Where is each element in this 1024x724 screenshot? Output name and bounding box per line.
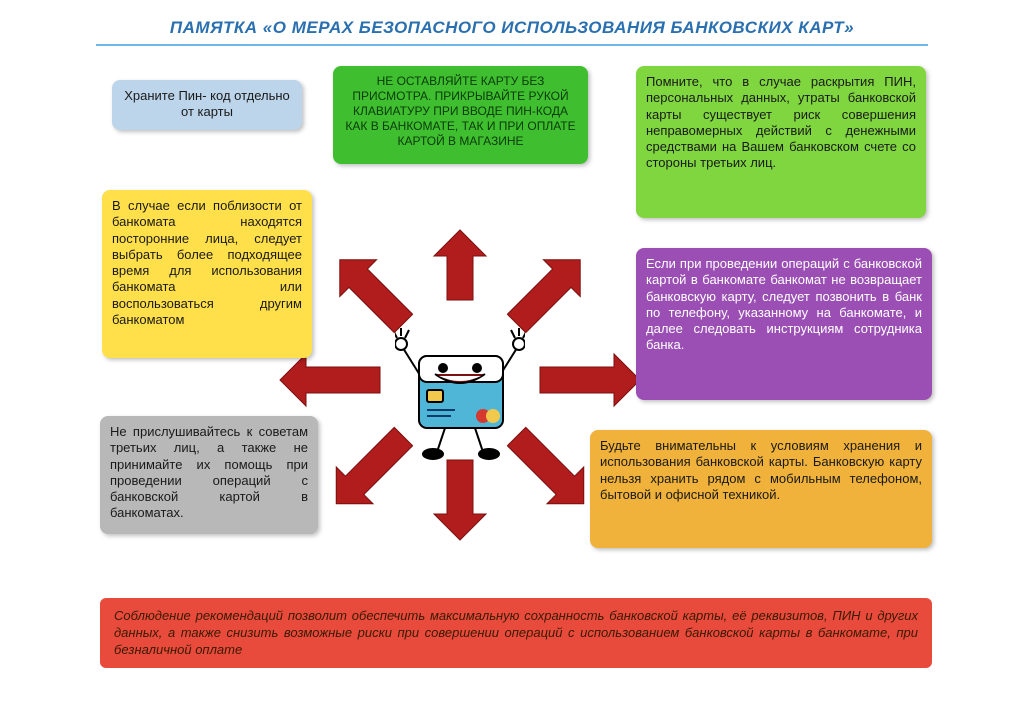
tip-box-cover-keyboard: НЕ ОСТАВЛЯЙТЕ КАРТУ БЕЗ ПРИСМОТРА. ПРИКР… — [333, 66, 588, 164]
tip-box-strangers-nearby: В случае если поблизости от банкомата на… — [102, 190, 312, 358]
tip-box-ignore-advice: Не прислушивайтесь к советам третьих лиц… — [100, 416, 318, 534]
arrow-icon — [540, 354, 640, 406]
arrow-icon — [280, 354, 380, 406]
footer-note: Соблюдение рекомендаций позволит обеспеч… — [100, 598, 932, 668]
card-character-icon — [395, 320, 525, 460]
arrow-icon — [434, 460, 486, 540]
arrow-icon — [434, 230, 486, 300]
tip-box-card-stuck: Если при проведении операций с банковско… — [636, 248, 932, 400]
tip-box-storage-care: Будьте внимательны к условиям хранения и… — [590, 430, 932, 548]
tip-box-pin-separate: Храните Пин- код отдельно от карты — [112, 80, 302, 130]
tip-box-remember-risk: Помните, что в случае раскрытия ПИН, пер… — [636, 66, 926, 218]
